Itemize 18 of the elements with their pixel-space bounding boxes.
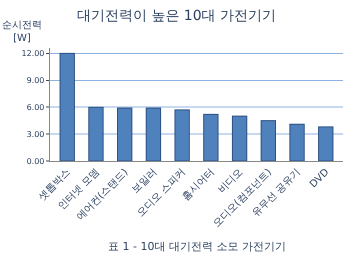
- bar: [174, 109, 190, 161]
- y-tick-label: 6.00: [26, 102, 44, 112]
- bar: [203, 114, 219, 161]
- y-tick-label: 0.00: [26, 156, 44, 166]
- bar: [146, 108, 162, 161]
- bar: [117, 108, 132, 161]
- y-tick-label: 9.00: [26, 76, 44, 86]
- text: 표 1 - 10대 대기전력 소모 가전기기: [108, 240, 286, 253]
- bar: [318, 126, 334, 161]
- bar: [60, 52, 75, 161]
- bar: [260, 120, 276, 161]
- chart-title: 대기전력이 높은 10대 가전기기: [76, 8, 276, 24]
- y-tick-label: 3.00: [26, 130, 44, 139]
- y-axis-title: 순시전력 [W]: [2, 20, 42, 44]
- bar: [88, 106, 104, 161]
- bar: [232, 116, 248, 161]
- bar: [289, 124, 305, 161]
- y-tick-label: 12.00: [21, 49, 44, 58]
